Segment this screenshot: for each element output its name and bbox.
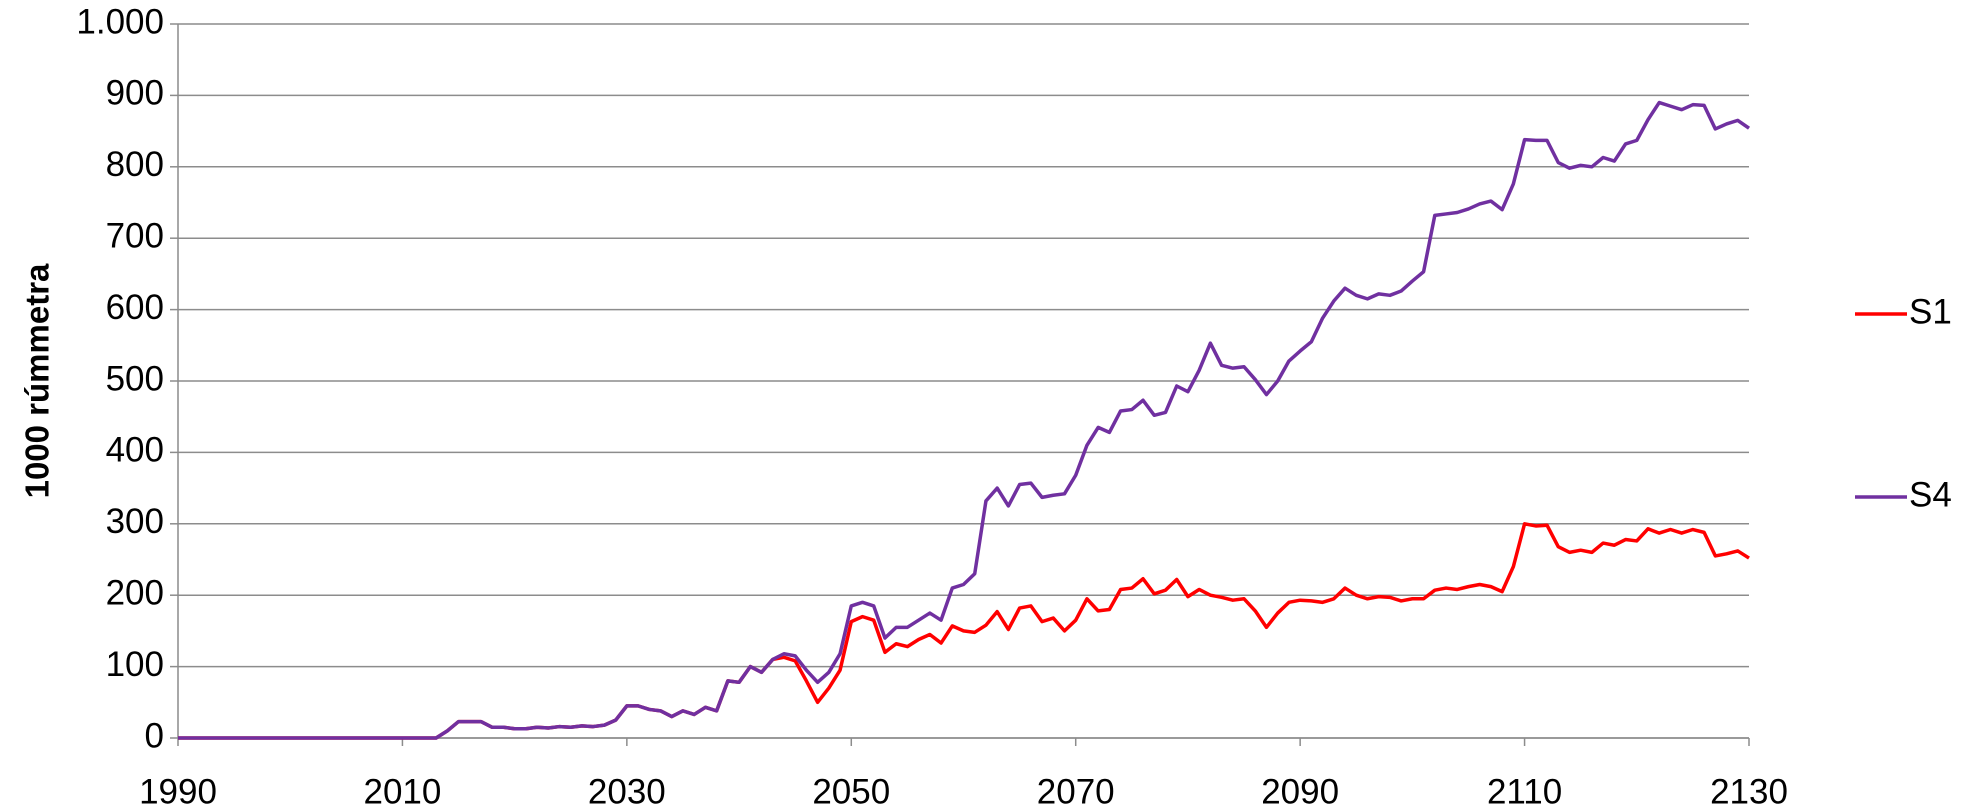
series-line [178,100,1751,740]
y-tick-label: 900 [106,74,164,113]
y-tick-label: 600 [106,288,164,327]
x-tick-label: 2130 [1710,772,1788,811]
x-tick-label: 2090 [1261,772,1339,811]
y-tick-label: 200 [106,573,164,612]
series-line [178,522,1750,740]
y-tick-label: 1.000 [76,2,164,41]
legend-label: S4 [1909,475,1952,514]
y-tick-label: 300 [106,502,164,541]
y-tick-label: 400 [106,431,164,470]
y-tick-label: 800 [106,145,164,184]
y-tick-label: 700 [106,216,164,255]
legend-label: S1 [1909,292,1952,331]
y-tick-label: 100 [106,645,164,684]
y-tick-label: 0 [145,716,164,755]
x-tick-label: 2050 [812,772,890,811]
y-axis-label: 1000 rúmmetra [19,263,56,498]
x-tick-label: 2110 [1487,772,1562,811]
x-tick-label: 2010 [363,772,441,811]
x-tick-label: 1990 [139,772,217,811]
x-tick-label: 2030 [588,772,666,811]
y-tick-label: 500 [106,359,164,398]
x-tick-label: 2070 [1037,772,1115,811]
